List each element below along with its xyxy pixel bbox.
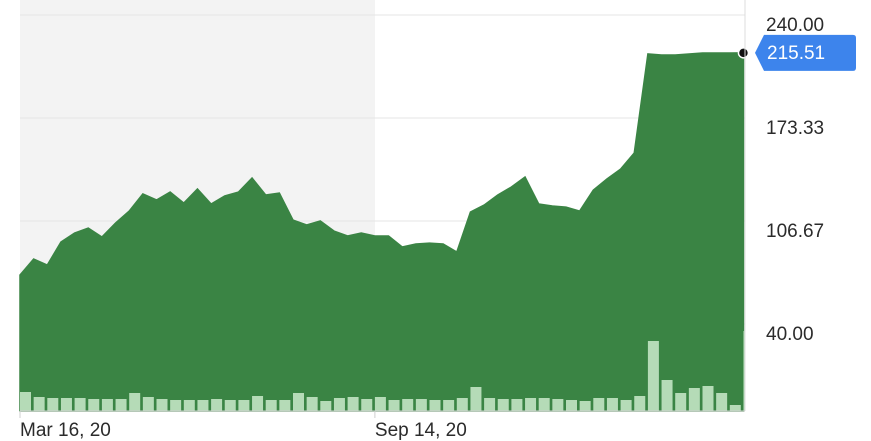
last-price-label: 215.51 — [767, 43, 825, 64]
volume-bar — [538, 398, 550, 411]
y-tick-label: 173.33 — [766, 118, 824, 139]
volume-bar — [60, 398, 72, 411]
volume-bar — [279, 400, 291, 411]
volume-bar — [224, 400, 236, 411]
volume-bar — [197, 400, 209, 411]
last-price-badge — [755, 34, 856, 71]
volume-bar — [388, 400, 400, 411]
volume-bar — [497, 399, 509, 411]
volume-bar — [361, 399, 373, 411]
volume-bar — [470, 387, 482, 411]
volume-bar — [484, 398, 496, 411]
volume-bar — [593, 398, 605, 411]
labels: 240.00 173.33 106.67 40.00 Mar 16, 20 Sep 14,… — [19, 15, 856, 441]
volume-bar — [115, 399, 127, 411]
volume-bar — [415, 399, 427, 411]
volume-bar — [293, 393, 304, 411]
volume-bar — [211, 399, 223, 411]
volume-bar — [634, 396, 646, 411]
volume-bar — [620, 400, 632, 411]
volume-bar — [20, 392, 31, 411]
volume-bar — [306, 397, 318, 411]
volume-bar — [661, 380, 673, 411]
volume-bar — [606, 398, 618, 411]
plot — [19, 47, 750, 412]
volume-bar — [320, 401, 332, 411]
volume-bar — [129, 393, 141, 411]
volume-bar — [525, 398, 537, 411]
price-area — [19, 52, 745, 412]
volume-bar — [238, 400, 250, 411]
volume-bar — [347, 397, 359, 411]
volume-bar — [552, 399, 564, 411]
volume-bar — [156, 399, 168, 411]
x-tick-label: Mar 16, 20 — [20, 420, 111, 441]
volume-bar — [74, 398, 86, 411]
volume-bar — [142, 397, 154, 411]
last-point — [737, 47, 750, 59]
volume-bar — [333, 398, 345, 411]
volume-bar — [456, 398, 468, 411]
volume-bar — [429, 400, 441, 411]
volume-bar — [47, 398, 59, 411]
volume-bar — [566, 400, 577, 411]
volume-bar — [675, 393, 687, 411]
volume-bar — [579, 401, 591, 411]
volume-bar — [183, 400, 195, 411]
volume-bar — [716, 393, 728, 411]
volume-bar — [511, 399, 523, 411]
volume-bar — [443, 400, 455, 411]
volume-bar — [252, 396, 264, 411]
volume-bar — [374, 397, 386, 411]
volume-bar — [402, 399, 414, 411]
volume-bar — [101, 399, 113, 411]
volume-bar — [88, 399, 100, 411]
volume-bar — [729, 405, 741, 411]
volume-bar — [265, 400, 277, 411]
volume-bar — [170, 400, 182, 411]
volume-bar — [743, 331, 746, 411]
volume-bar — [702, 386, 714, 411]
volume-bar — [688, 388, 700, 411]
y-tick-label: 40.00 — [766, 324, 814, 345]
x-tick-label: Sep 14, 20 — [375, 420, 467, 441]
volume-bar — [647, 341, 659, 411]
y-tick-label: 240.00 — [766, 15, 824, 36]
volume-bar — [33, 397, 45, 411]
y-tick-label: 106.67 — [766, 221, 824, 242]
